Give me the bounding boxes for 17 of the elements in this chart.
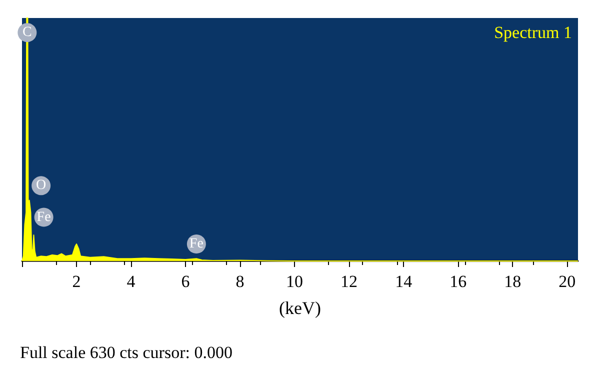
x-tick-label: 20 [558,272,576,291]
x-tick-label: 2 [72,272,81,291]
annotation: Fe [36,210,51,225]
x-axis-title: (keV) [279,298,321,318]
x-tick-label: 6 [181,272,190,291]
annotation: O [36,178,46,194]
x-tick-label: 10 [286,272,304,291]
x-tick-label: 8 [236,272,244,291]
x-tick-label: 14 [395,272,413,291]
x-tick-label: 4 [126,272,136,291]
text: Full scale 630 cts cursor: 0.000 [20,343,232,362]
x-tick-label: 16 [450,272,467,291]
x-tick-label: 12 [340,272,358,291]
annotation: C [22,25,32,40]
annotation: Fe [189,236,204,252]
annotation: Spectrum 1 [494,23,572,42]
x-tick-label: 18 [504,272,522,291]
